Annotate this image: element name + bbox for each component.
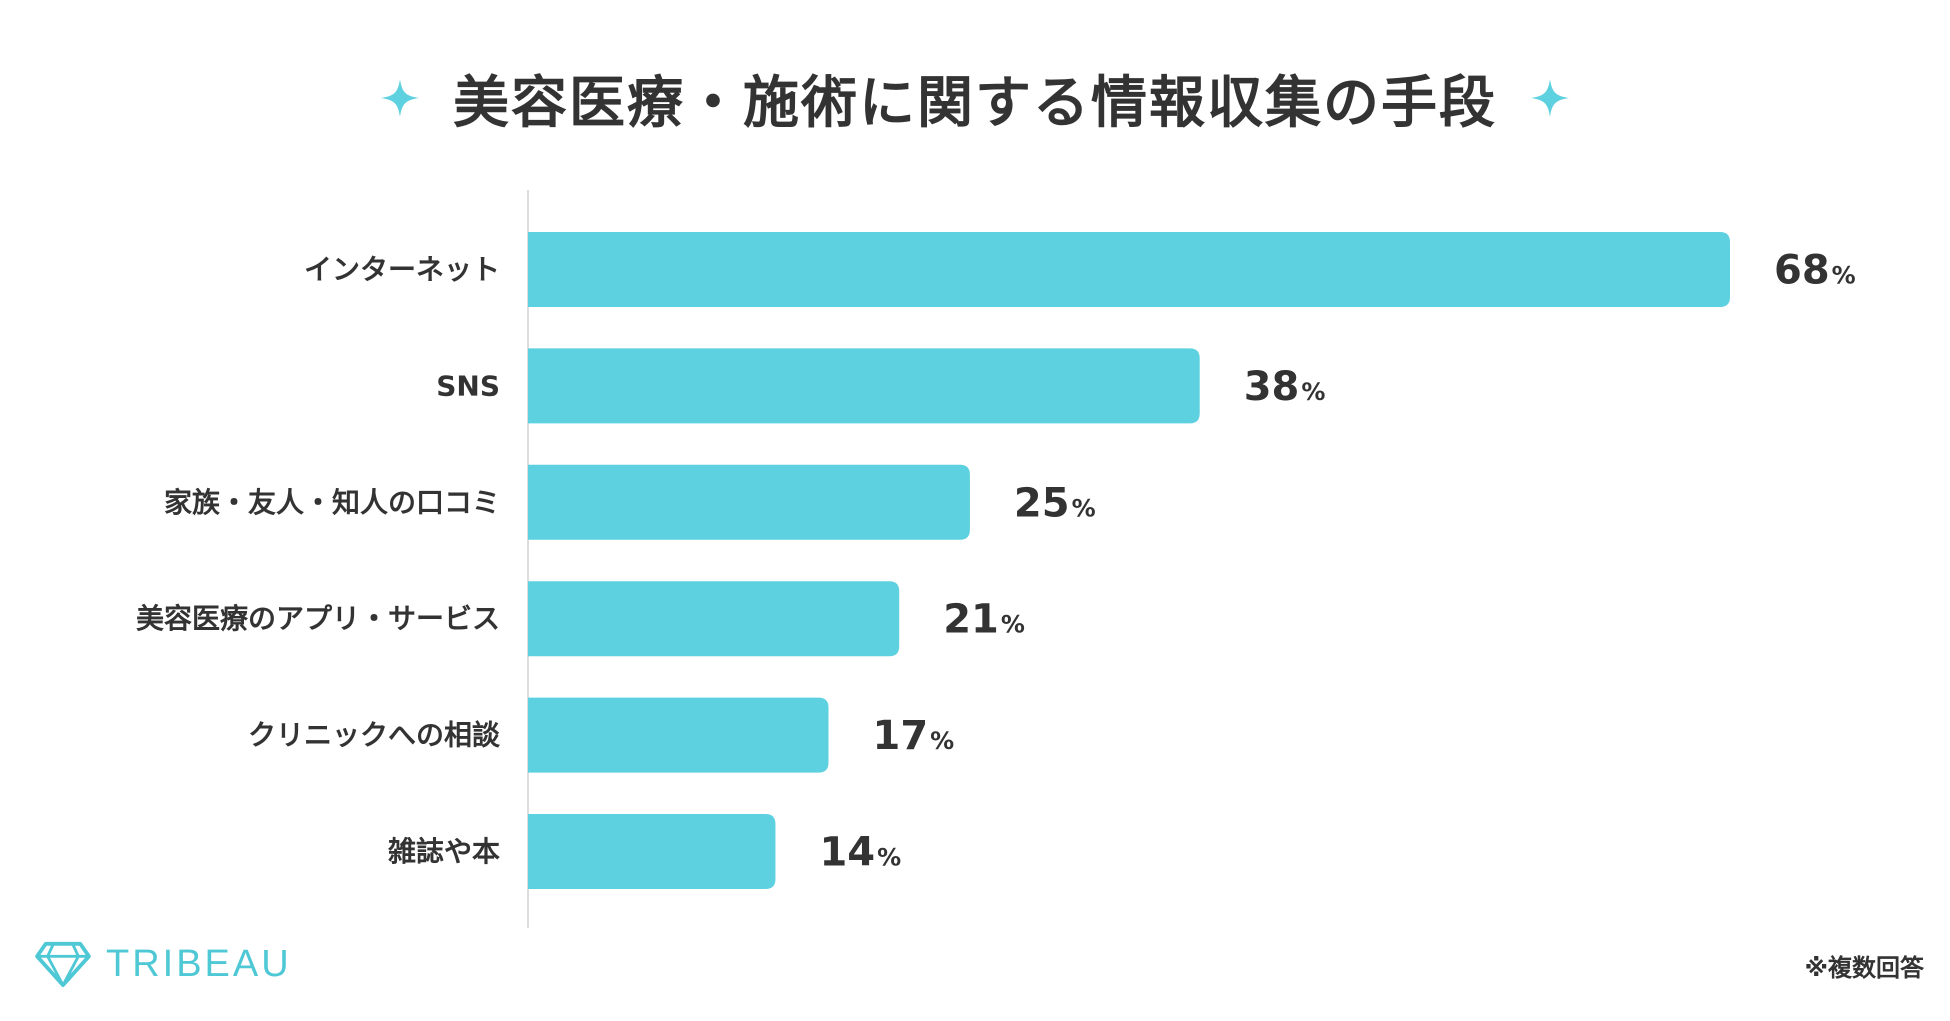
title-row: 美容医療・施術に関する情報収集の手段 bbox=[0, 58, 1950, 138]
value-label: 25% bbox=[1014, 480, 1096, 526]
bar bbox=[528, 232, 1730, 307]
category-label: 家族・友人・知人の口コミ bbox=[164, 486, 500, 519]
bars-group: インターネット 68% SNS 38% 家族・友人・知人の口コミ 25% 美容医療のアプリ・… bbox=[136, 232, 1856, 889]
bar bbox=[528, 697, 829, 773]
multiple-answer-note: ※複数回答 bbox=[1804, 954, 1924, 982]
value-label: 68% bbox=[1774, 248, 1856, 294]
value-label: 38% bbox=[1244, 364, 1326, 410]
chart-title: 美容医療・施術に関する情報収集の手段 bbox=[453, 70, 1497, 136]
value-label: 17% bbox=[873, 713, 955, 759]
sparkle-icon bbox=[381, 79, 419, 117]
category-label: 美容医療のアプリ・サービス bbox=[136, 602, 500, 635]
category-label: SNS bbox=[436, 369, 500, 402]
brand-name: TRIBEAU bbox=[106, 942, 292, 985]
value-label: 21% bbox=[943, 597, 1025, 643]
category-label: インターネット bbox=[304, 253, 500, 286]
value-label: 14% bbox=[819, 830, 901, 876]
sparkle-icon bbox=[1531, 79, 1569, 117]
bar bbox=[528, 814, 776, 889]
category-label: クリニックへの相談 bbox=[248, 719, 501, 752]
bar bbox=[528, 581, 900, 657]
bar bbox=[528, 464, 970, 540]
brand-logo: TRIBEAU bbox=[34, 936, 292, 992]
bar bbox=[528, 348, 1200, 424]
diamond-icon bbox=[35, 941, 91, 988]
category-label: 雑誌や本 bbox=[387, 835, 500, 868]
